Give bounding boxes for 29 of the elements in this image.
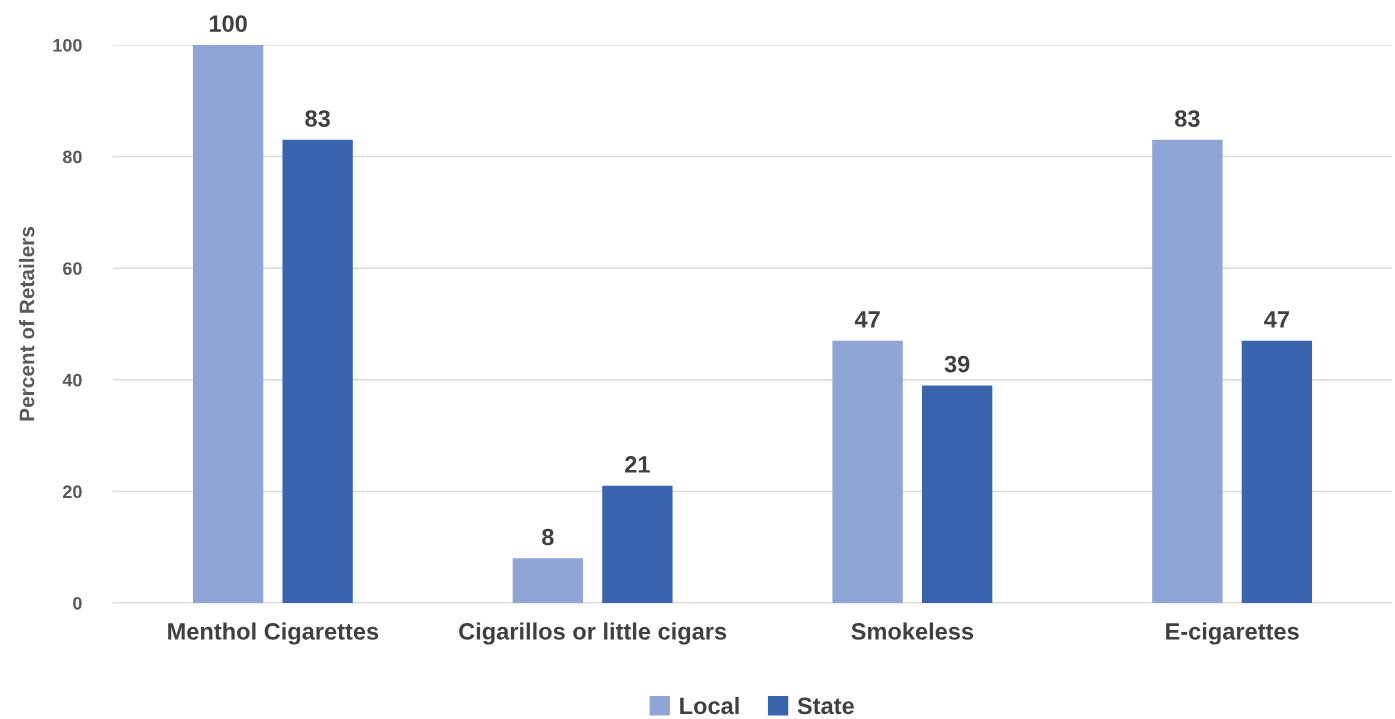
bar — [832, 340, 903, 603]
data-label: 100 — [209, 15, 247, 32]
data-label: 47 — [1264, 311, 1289, 328]
y-tick-label: 100 — [53, 38, 82, 52]
bar — [282, 139, 353, 603]
legend-label: State — [797, 697, 854, 715]
x-tick-label: Menthol Cigarettes — [168, 622, 379, 645]
x-tick-label: E-cigarettes — [1166, 622, 1299, 645]
y-tick-label: 80 — [62, 150, 82, 164]
data-label: 47 — [854, 311, 880, 328]
x-tick-label: Cigarillos or little cigars — [459, 622, 727, 645]
x-tick-label: Smokeless — [851, 622, 974, 640]
bar — [921, 385, 993, 603]
legend-label: Local — [680, 696, 739, 715]
y-tick-label: 40 — [62, 373, 82, 387]
y-tick-label: 20 — [62, 485, 82, 499]
bar — [602, 485, 673, 603]
data-label: 39 — [944, 355, 970, 373]
data-label: 83 — [305, 110, 330, 127]
data-label: 8 — [542, 528, 554, 546]
data-label: 83 — [1174, 110, 1200, 127]
bar — [512, 558, 584, 603]
y-axis-title: Percent of Retailers — [19, 227, 35, 421]
bar — [192, 45, 264, 603]
bar — [1241, 340, 1313, 603]
y-tick-label: 60 — [63, 262, 82, 275]
y-tick-label: 0 — [73, 596, 82, 610]
data-label: 21 — [625, 456, 650, 473]
bar — [1152, 139, 1223, 603]
